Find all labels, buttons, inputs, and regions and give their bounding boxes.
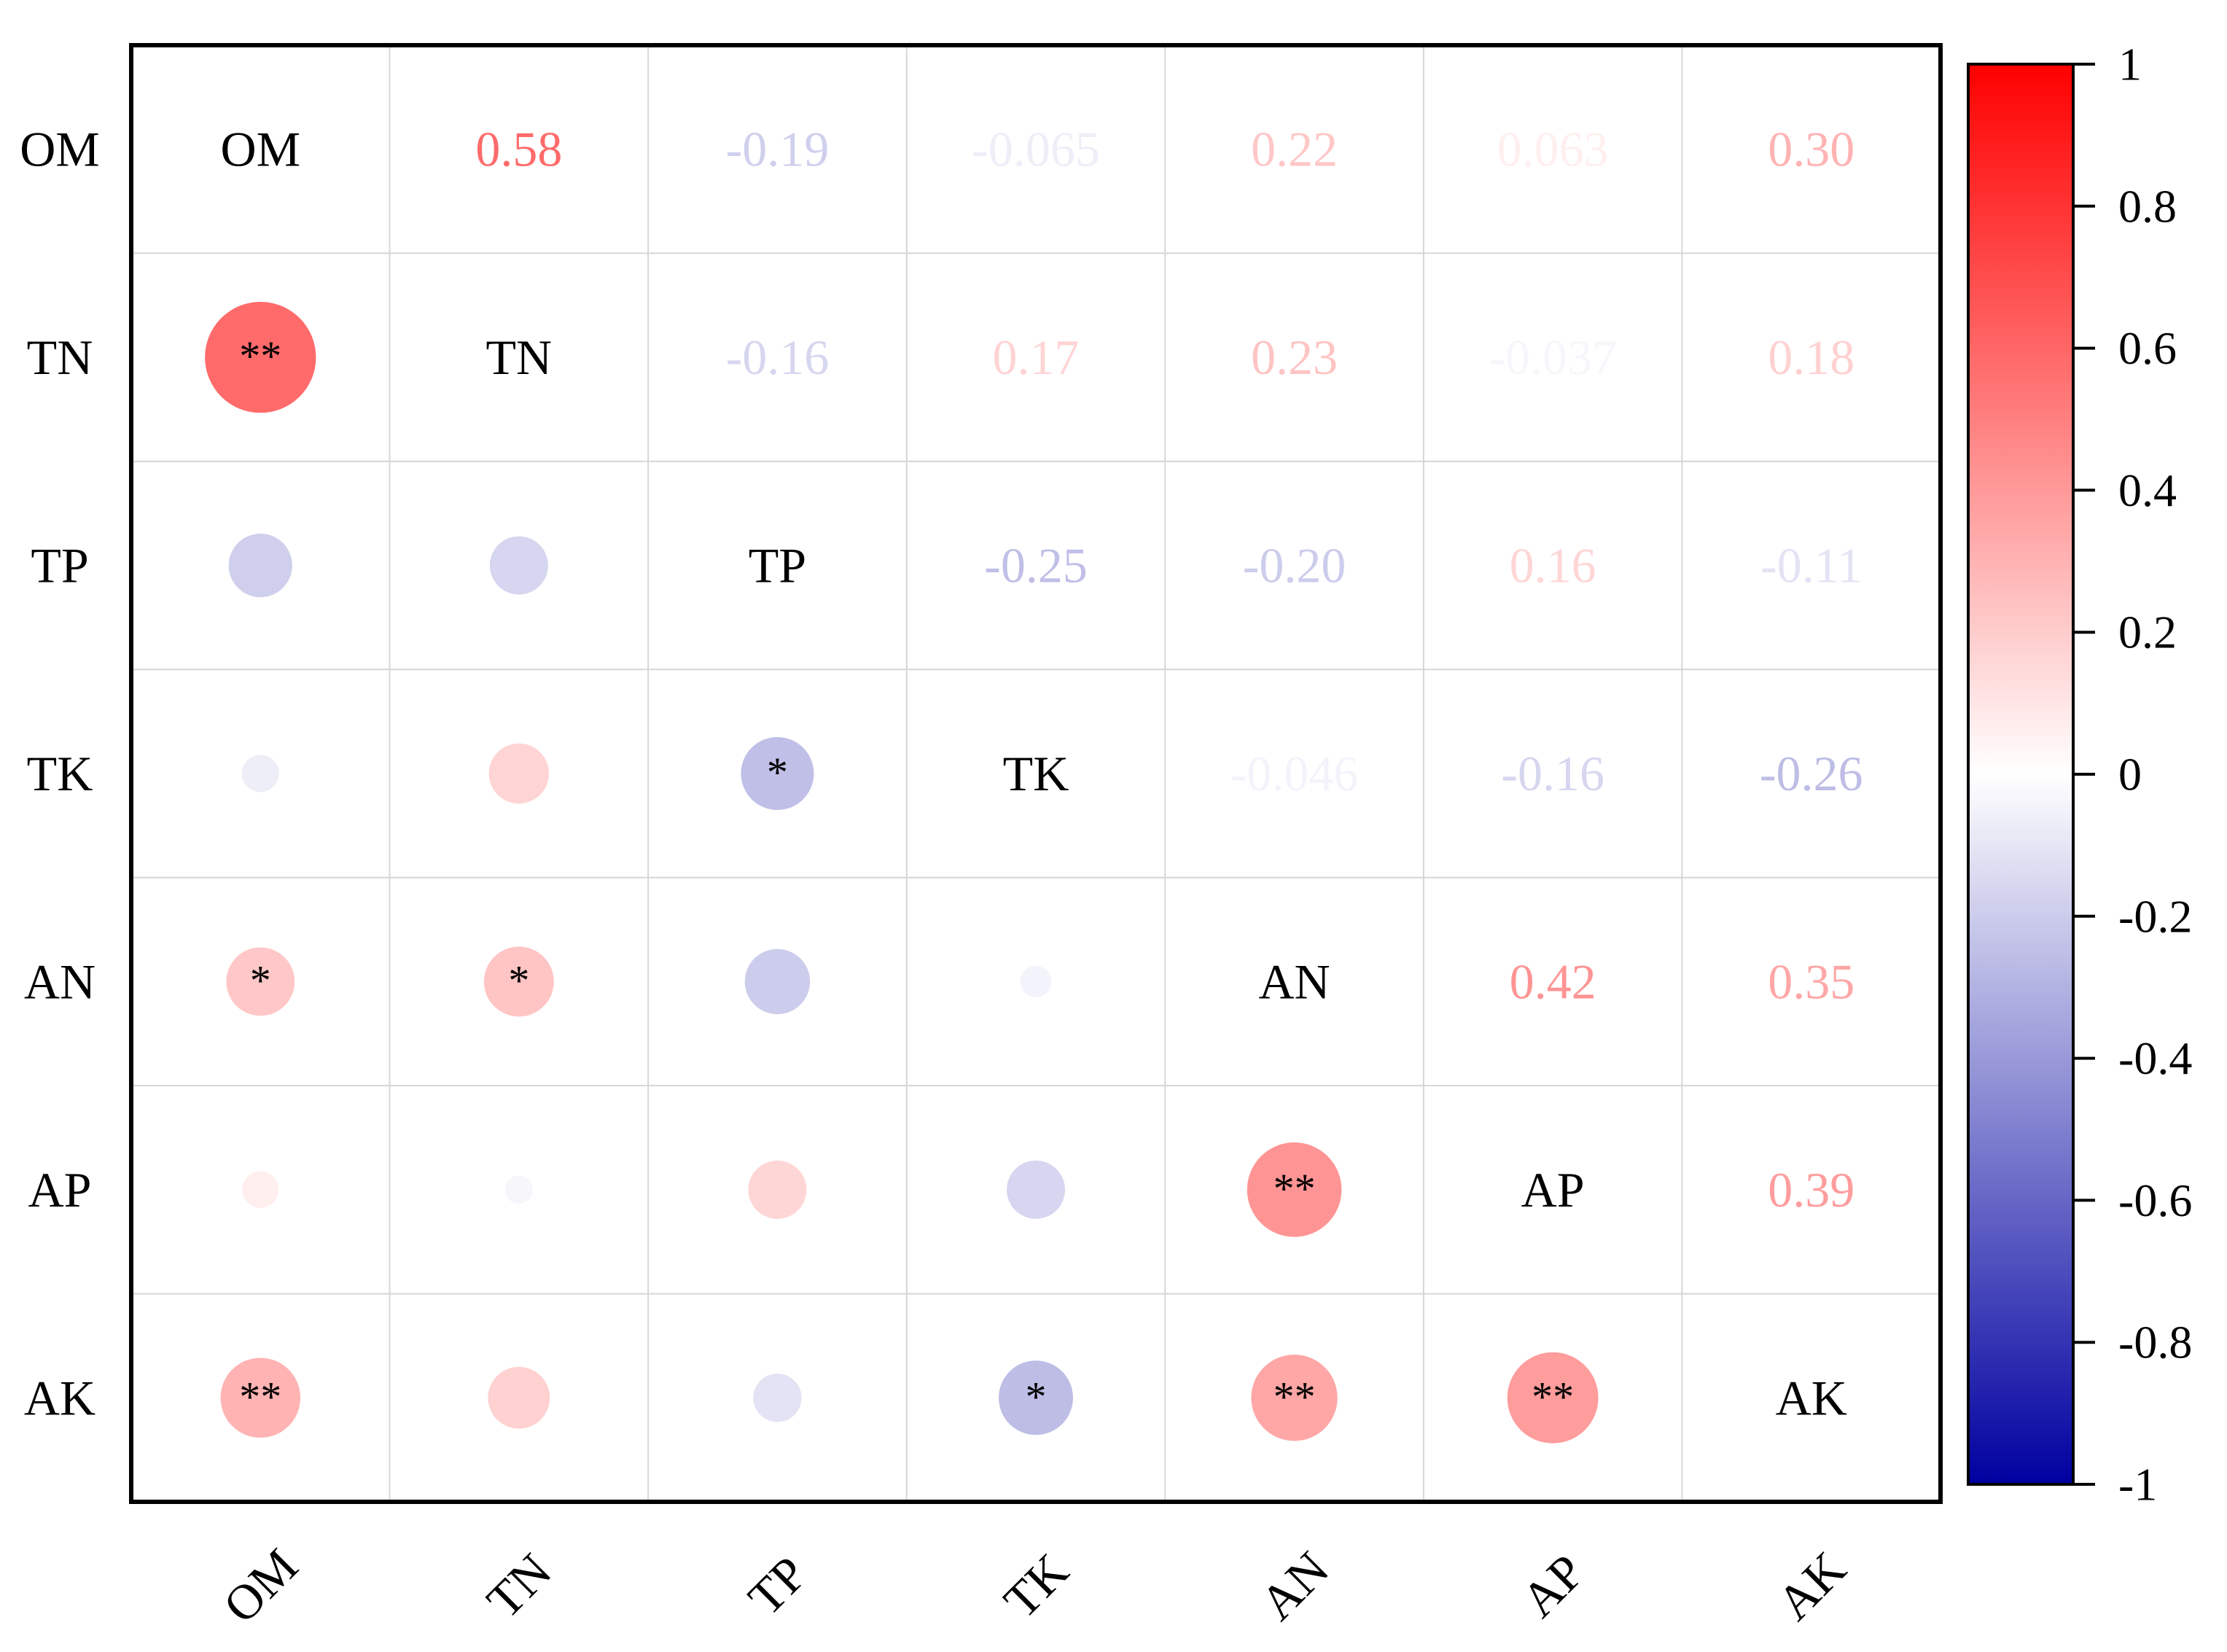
diagonal-label-om: OM: [220, 122, 300, 177]
y-axis-label-ap: AP: [28, 1162, 92, 1217]
y-axis-label-tp: TP: [31, 538, 88, 593]
significance-marker-ak-ap: **: [1532, 1373, 1574, 1420]
correlation-circle-an-tp: [744, 948, 811, 1015]
value-label-tk-an: -0.046: [1230, 746, 1359, 801]
correlation-circle-an-om: [226, 947, 295, 1016]
colorbar-tick-label: 0.6: [2118, 322, 2177, 374]
correlation-circle-tp-om: [228, 533, 292, 598]
correlation-circle-tk-om: [241, 755, 279, 792]
significance-marker-ak-an: **: [1274, 1373, 1316, 1420]
value-label-tp-ap: 0.16: [1510, 538, 1596, 593]
correlation-circle-ak-an: [1251, 1355, 1338, 1441]
value-label-tk-ap: -0.16: [1501, 746, 1604, 801]
y-axis-label-an: AN: [24, 954, 95, 1009]
y-axis-labels: OM TN TP TK AN AP AK: [20, 122, 100, 1426]
colorbar-tick-label: 1: [2118, 39, 2142, 90]
correlation-circle-tk-tn: [488, 743, 550, 804]
significance-marker-tn-om: **: [239, 332, 281, 380]
correlation-circle-an-tk: [1020, 965, 1052, 997]
value-label-an-ap: 0.42: [1510, 954, 1596, 1009]
value-label-tp-an: -0.20: [1243, 538, 1346, 593]
value-label-tn-ak: 0.18: [1768, 330, 1854, 385]
significance-marker-ak-om: **: [239, 1373, 281, 1420]
x-axis-label-an: AN: [1249, 1540, 1339, 1630]
colorbar-tick-label: -1: [2118, 1459, 2157, 1511]
y-axis-label-ak: AK: [24, 1370, 95, 1425]
value-label-om-tn: 0.58: [475, 122, 562, 177]
value-label-om-an: 0.22: [1251, 122, 1338, 177]
diagonal-label-tp: TP: [749, 538, 806, 593]
colorbar: 1 0.8 0.6 0.4 0.2 0 -0.2 -0.4 -0.6 -0.8 -1: [1967, 39, 2192, 1511]
correlation-circle-tk-tp: [741, 737, 814, 810]
colorbar-tick-label: 0: [2118, 749, 2142, 800]
correlation-circle-ak-om: [220, 1357, 301, 1438]
value-label-om-tp: -0.19: [726, 122, 830, 177]
colorbar-gradient: [1967, 63, 2075, 1486]
colorbar-tick-label: -0.8: [2118, 1317, 2192, 1368]
correlation-circle-ak-tn: [488, 1366, 550, 1429]
y-axis-label-tn: TN: [27, 330, 93, 385]
significance-marker-ak-tk: *: [1026, 1373, 1047, 1420]
correlation-circle-ak-tk: [999, 1360, 1073, 1435]
significance-marker-an-om: *: [250, 956, 271, 1004]
correlation-circle-ap-tk: [1007, 1160, 1065, 1219]
y-axis-label-tk: TK: [27, 746, 93, 801]
significance-marker-ap-an: **: [1274, 1165, 1316, 1212]
diagonal-label-an: AN: [1258, 954, 1330, 1009]
colorbar-tick-label: -0.2: [2118, 890, 2192, 942]
diagonal-label-ap: AP: [1521, 1162, 1585, 1217]
correlation-circle-an-tn: [483, 946, 554, 1017]
correlation-circle-ak-tp: [753, 1374, 802, 1422]
correlation-circle-tp-tn: [489, 536, 548, 595]
grid-lines: [131, 45, 1941, 1502]
x-axis-label-om: OM: [213, 1538, 308, 1633]
colorbar-tick-label: 0.4: [2118, 464, 2177, 516]
x-axis-labels: OM TN TP TK AN AP AK: [213, 1538, 1857, 1633]
significance-marker-tk-tp: *: [767, 749, 788, 796]
value-label-om-ap: 0.063: [1497, 122, 1609, 177]
value-label-tn-ap: -0.037: [1489, 330, 1617, 385]
colorbar-tick-label: -0.6: [2118, 1174, 2192, 1226]
value-label-tk-ak: -0.26: [1760, 746, 1863, 801]
colorbar-tick-label: -0.4: [2118, 1032, 2192, 1084]
x-axis-label-tp: TP: [738, 1546, 818, 1626]
value-label-tn-an: 0.23: [1251, 330, 1338, 385]
colorbar-ticks: 1 0.8 0.6 0.4 0.2 0 -0.2 -0.4 -0.6 -0.8 -1: [2073, 39, 2192, 1511]
correlation-circle-ap-an: [1247, 1142, 1342, 1237]
x-axis-label-tn: TN: [476, 1543, 562, 1629]
plot-frame: [129, 43, 1943, 1504]
value-label-om-tk: -0.065: [972, 122, 1100, 177]
y-axis-label-om: OM: [20, 122, 100, 177]
value-label-tp-ak: -0.11: [1760, 538, 1862, 593]
diagonal-label-tn: TN: [486, 330, 553, 385]
matrix-cells: OM 0.58 -0.19 -0.065 0.22 0.063 0.30** TN -0.16 0…: [205, 122, 1863, 1443]
colorbar-tick-label: 0.2: [2118, 607, 2177, 658]
diagonal-label-ak: AK: [1776, 1370, 1847, 1425]
value-label-om-ak: 0.30: [1768, 122, 1854, 177]
correlation-circle-ap-tp: [748, 1160, 807, 1219]
x-axis-label-ap: AP: [1511, 1543, 1595, 1627]
correlation-circle-tn-om: [205, 301, 316, 413]
value-label-ap-ak: 0.39: [1768, 1162, 1854, 1217]
value-label-an-ak: 0.35: [1768, 954, 1854, 1009]
x-axis-label-ak: AK: [1766, 1540, 1856, 1630]
value-label-tn-tp: -0.16: [726, 330, 830, 385]
value-label-tp-tk: -0.25: [984, 538, 1088, 593]
significance-marker-an-tn: *: [508, 956, 529, 1004]
correlation-circle-ap-om: [242, 1171, 279, 1208]
colorbar-tick-label: 0.8: [2118, 180, 2177, 232]
diagonal-label-tk: TK: [1003, 746, 1069, 801]
correlation-circle-ap-tn: [504, 1175, 534, 1204]
value-label-tn-tk: 0.17: [993, 330, 1080, 385]
correlation-circle-ak-ap: [1507, 1352, 1599, 1443]
x-axis-label-tk: TK: [993, 1543, 1079, 1629]
